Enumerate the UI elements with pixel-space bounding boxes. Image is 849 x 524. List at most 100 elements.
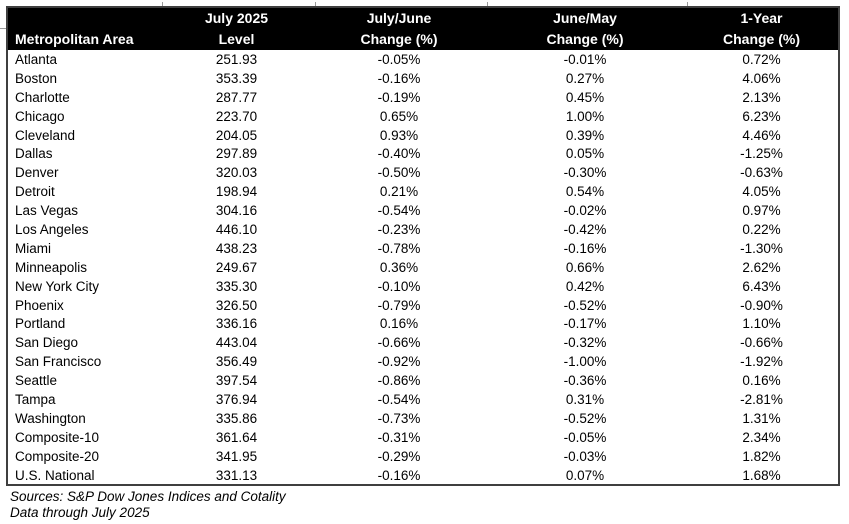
- cell-1-year-change: -0.90%: [740, 297, 783, 313]
- cell-june-may-change: -0.42%: [563, 221, 607, 237]
- cell-level: 356.49: [215, 354, 258, 370]
- cell-june-may-change: -0.02%: [563, 203, 607, 219]
- cell-july-june-change: -0.54%: [377, 203, 421, 219]
- cell-june-may-change: -0.17%: [563, 316, 607, 332]
- cell-july-june-change: -0.79%: [377, 297, 421, 313]
- cell-area: Seattle: [15, 373, 58, 389]
- header-level: Level: [160, 29, 313, 50]
- cell-area: Cleveland: [15, 127, 76, 143]
- cell-area: Portland: [15, 316, 66, 332]
- cell-level: 287.77: [215, 89, 258, 105]
- cell-level: 446.10: [215, 221, 258, 237]
- cell-july-june-change: -0.54%: [377, 391, 421, 407]
- header-1-year: 1-Year: [685, 7, 839, 29]
- cell-level: 249.67: [215, 259, 258, 275]
- cell-area: Miami: [15, 240, 51, 256]
- cell-june-may-change: 0.42%: [565, 278, 605, 294]
- cell-1-year-change: 1.10%: [742, 316, 781, 332]
- data-through-line: Data through July 2025: [10, 504, 150, 520]
- header-change-1-year: Change (%): [685, 29, 839, 50]
- table-row: San Diego 443.04 -0.66% -0.32% -0.66%: [7, 333, 839, 352]
- cell-july-june-change: -0.40%: [377, 146, 421, 162]
- cell-july-june-change: 0.16%: [379, 316, 419, 332]
- cell-area: Las Vegas: [15, 203, 79, 219]
- cell-june-may-change: -0.32%: [563, 335, 607, 351]
- cell-june-may-change: -0.52%: [563, 410, 607, 426]
- header-june-may: June/May: [485, 7, 685, 29]
- cell-july-june-change: 0.65%: [379, 108, 419, 124]
- cell-june-may-change: 0.39%: [565, 127, 605, 143]
- table-row: Phoenix 326.50 -0.79% -0.52% -0.90%: [7, 296, 839, 315]
- table-header: July 2025 July/June June/May 1-Year Metr…: [7, 7, 839, 50]
- cell-1-year-change: 0.97%: [742, 203, 781, 219]
- cell-july-june-change: 0.93%: [379, 127, 419, 143]
- cell-area: Los Angeles: [15, 221, 89, 237]
- cell-area: Phoenix: [15, 297, 64, 313]
- cell-area: Denver: [15, 165, 59, 181]
- cell-july-june-change: -0.78%: [377, 240, 421, 256]
- cell-1-year-change: -2.81%: [740, 391, 783, 407]
- header-july-2025: July 2025: [160, 7, 313, 29]
- table-row: Atlanta 251.93 -0.05% -0.01% 0.72%: [7, 50, 839, 69]
- cell-june-may-change: -0.36%: [563, 373, 607, 389]
- cell-june-may-change: 0.27%: [565, 70, 605, 86]
- cell-july-june-change: -0.23%: [377, 221, 421, 237]
- cell-july-june-change: -0.10%: [377, 278, 421, 294]
- cell-1-year-change: -1.25%: [740, 146, 783, 162]
- table-row: Chicago 223.70 0.65% 1.00% 6.23%: [7, 107, 839, 126]
- table-row: San Francisco 356.49 -0.92% -1.00% -1.92%: [7, 352, 839, 371]
- cell-june-may-change: -1.00%: [563, 354, 607, 370]
- cell-1-year-change: -1.30%: [740, 240, 783, 256]
- table-row: Composite-10 361.64 -0.31% -0.05% 2.34%: [7, 428, 839, 447]
- cell-july-june-change: -0.86%: [377, 373, 421, 389]
- cell-1-year-change: -0.66%: [740, 335, 783, 351]
- cell-area: Chicago: [15, 108, 65, 124]
- cell-1-year-change: 4.05%: [742, 184, 781, 200]
- cell-level: 331.13: [215, 467, 258, 483]
- cell-july-june-change: -0.19%: [377, 89, 421, 105]
- cell-level: 223.70: [215, 108, 258, 124]
- cell-june-may-change: 0.66%: [565, 259, 605, 275]
- cell-1-year-change: 6.43%: [742, 278, 781, 294]
- table-row: Miami 438.23 -0.78% -0.16% -1.30%: [7, 239, 839, 258]
- cell-june-may-change: -0.30%: [563, 165, 607, 181]
- gridline-tick: [687, 2, 688, 8]
- cell-1-year-change: 6.23%: [742, 108, 781, 124]
- cell-1-year-change: 1.82%: [742, 448, 781, 464]
- cell-july-june-change: 0.36%: [379, 259, 419, 275]
- header-metropolitan-area: Metropolitan Area: [7, 29, 160, 50]
- cell-area: San Francisco: [15, 354, 102, 370]
- table-row: Los Angeles 446.10 -0.23% -0.42% 0.22%: [7, 220, 839, 239]
- cell-level: 443.04: [215, 335, 258, 351]
- cell-july-june-change: -0.73%: [377, 410, 421, 426]
- table-row: Tampa 376.94 -0.54% 0.31% -2.81%: [7, 390, 839, 409]
- cell-july-june-change: -0.16%: [377, 467, 421, 483]
- sources-line: Sources: S&P Dow Jones Indices and Cotal…: [10, 489, 286, 504]
- header-change-june-may: Change (%): [485, 29, 685, 50]
- cell-area: Composite-20: [15, 448, 100, 464]
- table-row: Charlotte 287.77 -0.19% 0.45% 2.13%: [7, 88, 839, 107]
- cell-1-year-change: 4.06%: [742, 70, 781, 86]
- cell-level: 204.05: [215, 127, 258, 143]
- cell-level: 341.95: [215, 448, 258, 464]
- cell-area: Tampa: [15, 391, 56, 407]
- cell-area: Dallas: [15, 146, 53, 162]
- cell-level: 198.94: [215, 184, 258, 200]
- cell-june-may-change: 0.45%: [565, 89, 605, 105]
- cell-june-may-change: 1.00%: [565, 108, 605, 124]
- cell-july-june-change: -0.05%: [377, 51, 421, 67]
- cell-level: 376.94: [215, 391, 258, 407]
- table-body: Atlanta 251.93 -0.05% -0.01% 0.72% Boston 353.…: [7, 50, 839, 485]
- cell-level: 297.89: [215, 146, 258, 162]
- table-row: Seattle 397.54 -0.86% -0.36% 0.16%: [7, 371, 839, 390]
- cell-area: Boston: [15, 70, 58, 86]
- cell-july-june-change: 0.21%: [379, 184, 419, 200]
- cell-area: Atlanta: [15, 51, 58, 67]
- cell-level: 304.16: [215, 203, 258, 219]
- header-july-june: July/June: [313, 7, 485, 29]
- cell-area: Washington: [15, 410, 86, 426]
- gridline-tick: [162, 2, 163, 8]
- cell-1-year-change: 2.13%: [742, 89, 781, 105]
- table-row: Cleveland 204.05 0.93% 0.39% 4.46%: [7, 126, 839, 145]
